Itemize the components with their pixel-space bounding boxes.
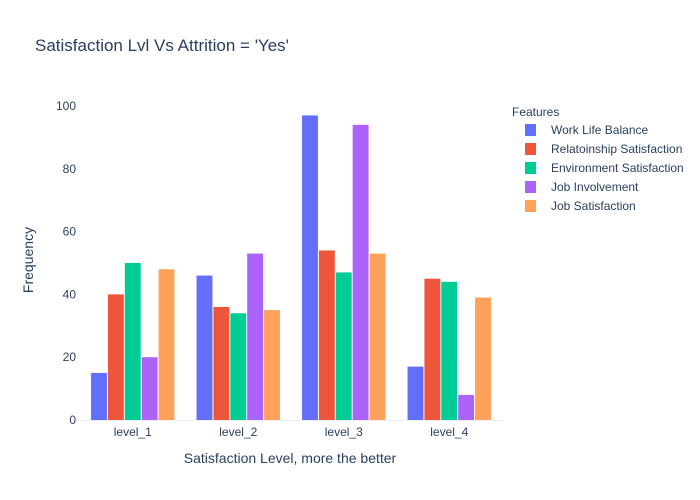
y-tick-label: 100 <box>56 99 76 113</box>
x-tick-label-level_2: level_2 <box>219 425 257 439</box>
legend-swatch <box>525 143 536 155</box>
bar-level_2-series-2[interactable] <box>230 313 247 420</box>
legend[interactable]: Features Work Life Balance Relatoinship S… <box>512 105 684 213</box>
y-tick-label: 60 <box>63 225 77 239</box>
bars-group <box>91 115 491 421</box>
bar-level_2-series-4[interactable] <box>264 310 280 420</box>
legend-label: Environment Satisfaction <box>551 161 684 175</box>
y-tick-label: 0 <box>69 413 76 427</box>
bar-level_1-series-2[interactable] <box>124 263 141 420</box>
y-tick-label: 40 <box>63 287 77 301</box>
legend-label: Work Life Balance <box>551 123 648 137</box>
y-tick-label: 20 <box>63 350 77 364</box>
bar-level_1-series-4[interactable] <box>158 269 175 420</box>
legend-title: Features <box>512 105 559 119</box>
x-tick-label-level_1: level_1 <box>114 425 152 439</box>
bar-level_4-series-4[interactable] <box>475 297 491 420</box>
legend-swatch <box>525 200 536 212</box>
chart-title: Satisfaction Lvl Vs Attrition = 'Yes' <box>35 36 289 55</box>
y-axis-title: Frequency <box>20 227 36 293</box>
bar-level_2-series-0[interactable] <box>196 275 213 420</box>
legend-item-3[interactable]: Job Involvement <box>525 180 639 194</box>
legend-label: Relatoinship Satisfaction <box>551 142 682 156</box>
legend-item-1[interactable]: Relatoinship Satisfaction <box>525 142 682 156</box>
y-tick-labels: 0 20 40 60 80 100 <box>56 99 76 427</box>
bar-level_4-series-3[interactable] <box>458 394 475 420</box>
bar-level_4-series-0[interactable] <box>407 366 424 420</box>
bar-level_3-series-0[interactable] <box>302 115 318 421</box>
bar-level_3-series-1[interactable] <box>318 250 335 420</box>
x-tick-label-level_3: level_3 <box>325 425 363 439</box>
x-tick-labels: level_1 level_2 level_3 level_4 <box>114 425 469 439</box>
legend-swatch <box>525 162 536 174</box>
legend-label: Job Involvement <box>551 180 639 194</box>
y-tick-label: 80 <box>63 162 77 176</box>
bar-level_2-series-3[interactable] <box>247 253 264 420</box>
legend-swatch <box>525 181 536 193</box>
x-axis-title: Satisfaction Level, more the better <box>184 450 397 466</box>
legend-item-0[interactable]: Work Life Balance <box>525 123 648 137</box>
legend-label: Job Satisfaction <box>551 199 636 213</box>
bar-level_1-series-1[interactable] <box>107 294 124 420</box>
bar-level_4-series-1[interactable] <box>424 278 441 420</box>
bar-level_4-series-2[interactable] <box>441 281 458 420</box>
bar-level_2-series-1[interactable] <box>213 306 230 420</box>
bar-level_3-series-4[interactable] <box>369 253 386 420</box>
bar-level_1-series-3[interactable] <box>141 357 158 420</box>
legend-swatch <box>525 124 536 136</box>
x-tick-label-level_4: level_4 <box>430 425 468 439</box>
legend-item-4[interactable]: Job Satisfaction <box>525 199 636 213</box>
legend-item-2[interactable]: Environment Satisfaction <box>525 161 684 175</box>
bar-level_3-series-3[interactable] <box>352 124 369 420</box>
bar-level_1-series-0[interactable] <box>91 372 107 420</box>
bar-level_3-series-2[interactable] <box>335 272 352 420</box>
